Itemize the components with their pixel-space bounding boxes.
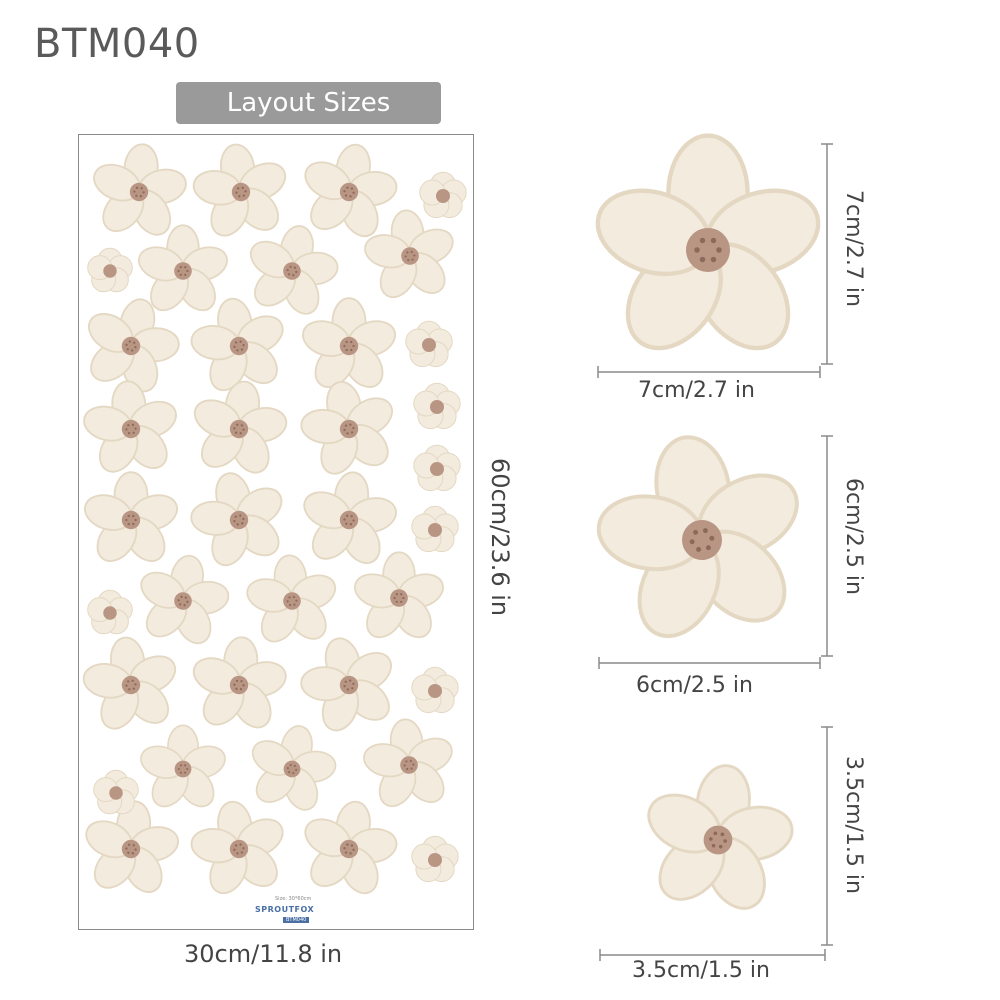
sheet-small-flower — [87, 247, 133, 293]
sheet-width-label: 30cm/11.8 in — [184, 940, 343, 968]
sheet-small-flower — [405, 320, 453, 368]
sample-flower-7cm — [595, 133, 821, 351]
sheet-small-flower — [413, 444, 461, 492]
sheet-flower — [364, 209, 454, 299]
sheet-small-flower — [411, 666, 459, 714]
sample-3-width-label: 3.5cm/1.5 in — [632, 958, 770, 983]
sheet-flower — [190, 800, 284, 895]
sheet-flower — [83, 380, 177, 473]
sheet-small-flower — [413, 382, 461, 430]
sheet-flowers — [82, 143, 467, 895]
sheet-flower — [138, 224, 228, 312]
sheet-flower — [93, 143, 187, 236]
sheet-small-flower — [411, 835, 459, 883]
sheet-flower — [251, 725, 337, 811]
sample-1-height-label: 7cm/2.7 in — [841, 190, 866, 307]
sheet-flower — [88, 298, 180, 393]
sheet-small-flower — [419, 171, 467, 219]
layout-sizes-badge: Layout Sizes — [176, 82, 441, 124]
sheet-flower — [303, 471, 397, 564]
sample-1-width-label: 7cm/2.7 in — [638, 378, 755, 403]
sheet-flower — [354, 551, 444, 639]
brand-logo: SPROUTFOX — [255, 905, 315, 914]
sheet-flower — [192, 143, 287, 237]
sticker-sheet: Size: 30*60cm SPROUTFOX BTM040 — [78, 134, 474, 930]
sheet-flower — [246, 554, 337, 643]
sheet-flower — [249, 225, 339, 315]
sheet-small-flower — [93, 769, 139, 815]
sample-2-height-label: 6cm/2.5 in — [841, 478, 866, 595]
sheet-flower — [304, 800, 398, 895]
product-code: BTM040 — [34, 21, 200, 67]
sample-flower-3-5cm — [647, 764, 794, 910]
sheet-flower — [302, 297, 396, 388]
sample-3-height-label: 3.5cm/1.5 in — [841, 756, 866, 894]
sample-flower-6cm — [596, 435, 799, 639]
sheet-small-flower — [411, 505, 459, 553]
sheet-flower — [140, 724, 226, 808]
sheet-flower — [84, 471, 178, 562]
sheet-small-flower — [87, 589, 133, 635]
sheet-flower — [190, 472, 283, 567]
sheet-code-tag: BTM040 — [283, 917, 310, 923]
sheet-flower — [304, 143, 398, 238]
sheet-flower — [193, 380, 288, 474]
sample-2-width-label: 6cm/2.5 in — [636, 673, 753, 698]
sheet-flower — [363, 718, 453, 808]
sheet-flower — [82, 636, 177, 730]
sheet-flower — [300, 381, 393, 475]
sheet-size-note: Size: 30*60cm — [275, 896, 312, 902]
sheet-flower — [192, 636, 287, 729]
sheet-flower — [190, 297, 284, 392]
sheet-flower — [300, 637, 392, 732]
sheet-flower — [140, 554, 230, 645]
